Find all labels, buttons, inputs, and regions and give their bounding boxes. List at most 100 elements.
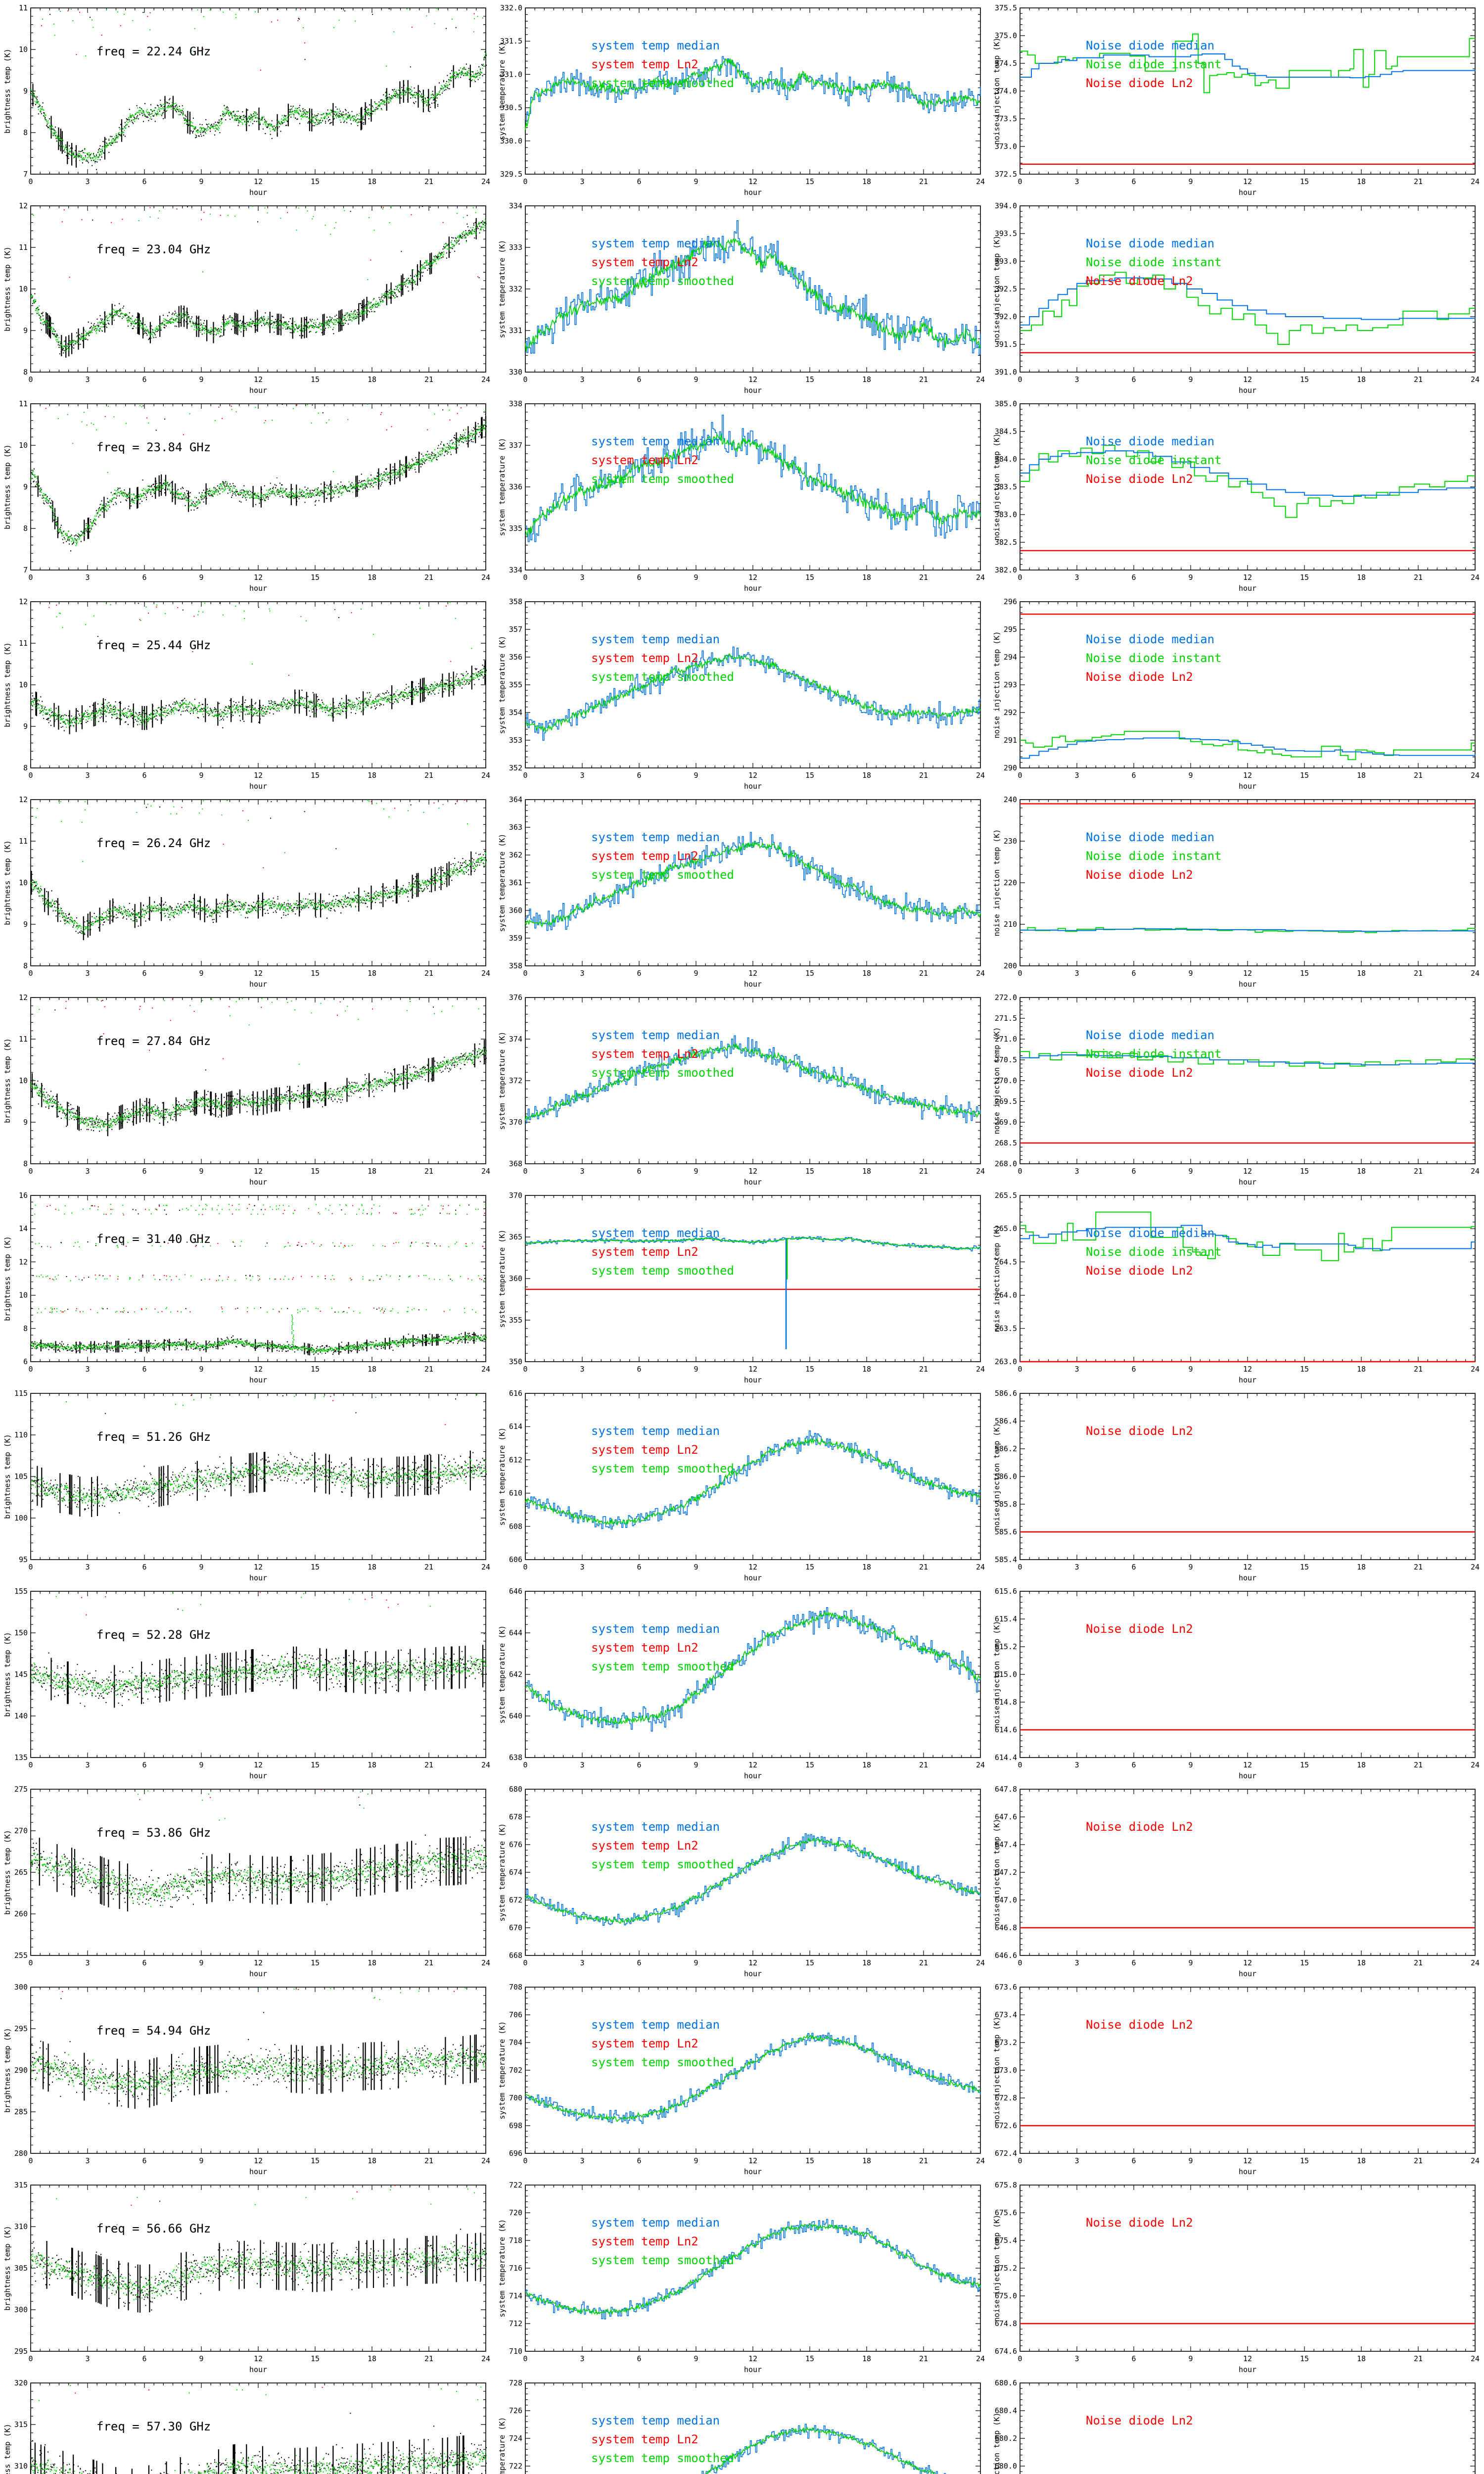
svg-text:24: 24 [1471,1958,1480,1967]
svg-text:21: 21 [1414,573,1423,582]
svg-text:system temp smoothed: system temp smoothed [591,1264,734,1278]
svg-text:353: 353 [509,736,522,745]
svg-text:12: 12 [1243,1365,1252,1374]
svg-text:0: 0 [28,573,33,582]
svg-text:15: 15 [1300,177,1309,186]
svg-text:364: 364 [509,795,522,804]
svg-text:15: 15 [805,573,814,582]
svg-text:hour: hour [249,1376,267,1384]
svg-text:9: 9 [694,375,698,384]
svg-text:290: 290 [14,2066,28,2075]
svg-text:21: 21 [1414,2354,1423,2363]
svg-text:6: 6 [142,1760,146,1769]
svg-text:noise injection temp (K): noise injection temp (K) [992,1225,1001,1332]
svg-text:0: 0 [1018,375,1022,384]
brightness-temp-plot-row5: 0 3 6 9 12 15 18 21 24 8 9 10 11 12 hour brightness tem… [3,795,490,989]
svg-text:18: 18 [1357,771,1366,780]
svg-text:674.8: 674.8 [995,2319,1017,2328]
svg-text:264.5: 264.5 [995,1257,1017,1266]
svg-text:system temp smoothed: system temp smoothed [591,2253,734,2267]
svg-text:6: 6 [637,1760,641,1769]
svg-text:21: 21 [919,177,928,186]
svg-text:6: 6 [1131,177,1136,186]
svg-text:9: 9 [1188,2156,1193,2165]
svg-text:9: 9 [1188,1365,1193,1374]
svg-text:354: 354 [509,708,522,717]
svg-text:0: 0 [523,2156,527,2165]
svg-text:295: 295 [14,2347,28,2356]
svg-text:6: 6 [1131,771,1136,780]
svg-text:702: 702 [509,2066,522,2075]
svg-text:370: 370 [509,1191,522,1200]
svg-text:18: 18 [1357,2354,1366,2363]
svg-text:15: 15 [805,1958,814,1967]
svg-text:18: 18 [862,1760,871,1769]
svg-text:6: 6 [637,177,641,186]
svg-text:8: 8 [23,128,28,137]
svg-text:Noise diode median: Noise diode median [1086,1226,1214,1240]
svg-text:Noise diode instant: Noise diode instant [1086,849,1222,863]
svg-text:24: 24 [1471,573,1480,582]
svg-text:6: 6 [142,177,146,186]
svg-text:3: 3 [1074,1958,1079,1967]
svg-text:brightness temp (K): brightness temp (K) [3,642,12,727]
svg-text:642: 642 [509,1670,522,1679]
svg-text:Noise diode Ln2: Noise diode Ln2 [1086,1066,1193,1080]
svg-text:293: 293 [1004,680,1017,689]
svg-text:336: 336 [509,482,522,491]
svg-text:9: 9 [694,177,698,186]
svg-text:3: 3 [85,375,90,384]
svg-text:271.5: 271.5 [995,1014,1017,1023]
svg-text:system temperature (K): system temperature (K) [498,1427,507,1526]
svg-text:614: 614 [509,1422,522,1431]
plot-row-10: 0 3 6 9 12 15 18 21 24 255 260 265 270 275 hour brightn… [0,1781,1484,1979]
svg-text:586.4: 586.4 [995,1417,1017,1426]
svg-text:12: 12 [254,573,263,582]
svg-text:3: 3 [85,177,90,186]
svg-text:hour: hour [1239,1178,1256,1187]
svg-text:brightness temp (K): brightness temp (K) [3,246,12,332]
noise-diode-plot-row7: 0 3 6 9 12 15 18 21 24 263.0 263.5 264.0 264.5 265.0 2… [992,1191,1480,1384]
svg-text:263.5: 263.5 [995,1324,1017,1333]
svg-text:673.6: 673.6 [995,1983,1017,1992]
brightness-temp-plot-row12: 0 3 6 9 12 15 18 21 24 295 300 305 310 315 hour brightn… [3,2181,490,2374]
svg-text:noise injection temp (K): noise injection temp (K) [992,236,1001,343]
svg-text:265.0: 265.0 [995,1224,1017,1233]
svg-text:330: 330 [509,368,522,377]
svg-text:9: 9 [1188,771,1193,780]
svg-text:263.0: 263.0 [995,1357,1017,1366]
svg-text:15: 15 [1300,573,1309,582]
svg-text:722: 722 [509,2462,522,2471]
svg-text:315: 315 [14,2420,28,2429]
svg-text:hour: hour [1239,782,1256,791]
svg-text:12: 12 [1243,2354,1252,2363]
svg-text:12: 12 [748,1167,757,1176]
svg-text:18: 18 [368,1167,376,1176]
svg-text:3: 3 [580,2354,584,2363]
svg-text:10: 10 [19,1076,28,1085]
svg-text:noise injection temp (K): noise injection temp (K) [992,433,1001,541]
svg-text:system temp median: system temp median [591,434,720,448]
svg-text:system temp Ln2: system temp Ln2 [591,1443,698,1457]
svg-text:system temp smoothed: system temp smoothed [591,274,734,288]
svg-text:hour: hour [249,2365,267,2374]
svg-text:freq = 23.04 GHz: freq = 23.04 GHz [96,242,211,256]
svg-text:0: 0 [523,375,527,384]
plot-row-2: 0 3 6 9 12 15 18 21 24 8 9 10 11 12 hour brightness tem… [0,198,1484,396]
svg-text:24: 24 [1471,2156,1480,2165]
svg-text:system temp Ln2: system temp Ln2 [591,453,698,467]
svg-text:15: 15 [805,771,814,780]
plot-row-7: 0 3 6 9 12 15 18 21 24 6 8 10 12 14 16 hour brightness t… [0,1188,1484,1385]
svg-text:280: 280 [14,2149,28,2158]
svg-text:15: 15 [805,1167,814,1176]
svg-text:Noise diode instant: Noise diode instant [1086,1047,1222,1061]
svg-text:392.5: 392.5 [995,285,1017,293]
svg-text:3: 3 [85,2156,90,2165]
svg-text:12: 12 [254,771,263,780]
svg-text:system temp Ln2: system temp Ln2 [591,651,698,665]
svg-text:291: 291 [1004,736,1017,745]
svg-text:355: 355 [509,680,522,689]
svg-text:9: 9 [694,969,698,978]
plot-row-4: 0 3 6 9 12 15 18 21 24 8 9 10 11 12 hour brightness tem… [0,594,1484,792]
svg-text:647.0: 647.0 [995,1896,1017,1904]
